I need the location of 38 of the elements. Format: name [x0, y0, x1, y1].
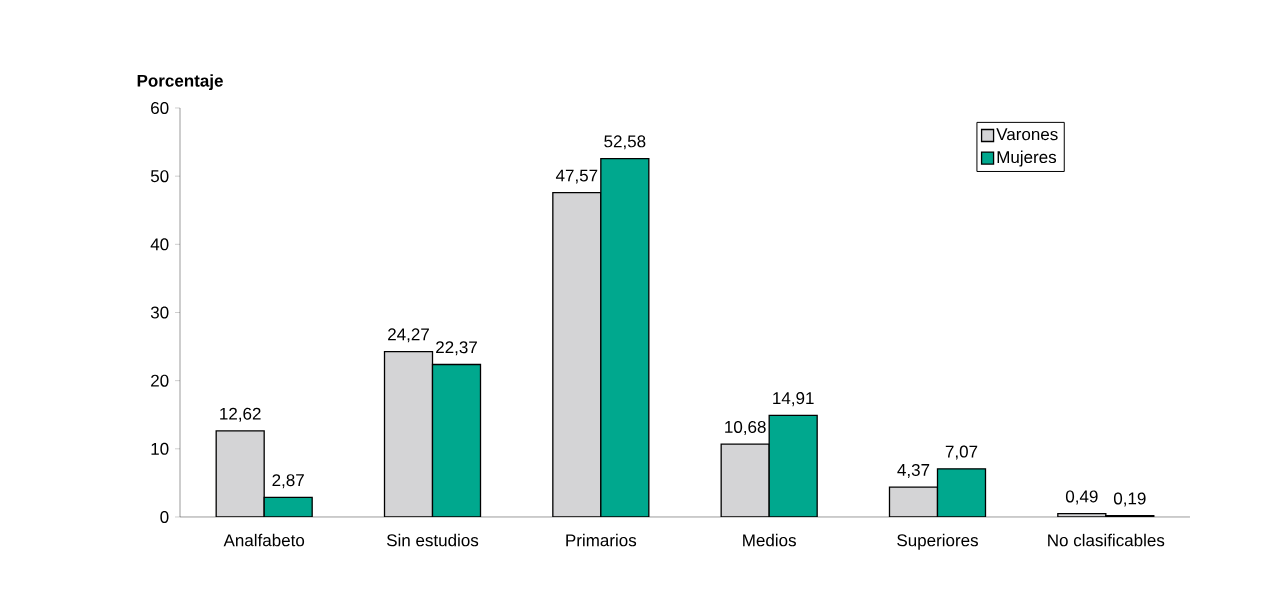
x-tick-label: Primarios	[566, 533, 637, 547]
x-tick-label: Analfabeto	[223, 533, 305, 547]
bar	[383, 350, 434, 517]
data-label: 0,49	[1065, 490, 1098, 505]
bar	[768, 414, 818, 517]
x-tick-label: Sin estudios	[386, 533, 479, 547]
data-label: 52,58	[604, 135, 646, 150]
bar	[552, 192, 602, 517]
y-tick-label: 20	[151, 374, 169, 387]
data-label: 22,37	[436, 341, 477, 356]
y-tick-label: 50	[150, 170, 169, 183]
x-tick-label: No clasificables	[1048, 533, 1165, 547]
bar	[600, 157, 650, 517]
y-axis-title: Porcentaje	[137, 74, 223, 91]
data-label: 47,57	[555, 169, 598, 184]
data-label: 14,91	[773, 392, 814, 407]
x-tick-label: Medios	[743, 533, 796, 547]
y-tick-label: 0	[160, 510, 169, 524]
data-label: 12,62	[220, 407, 261, 422]
data-label: 24,27	[388, 328, 429, 343]
data-label: 7,07	[945, 445, 978, 460]
bar	[263, 496, 313, 517]
bar	[936, 468, 987, 517]
data-label: 10,68	[725, 420, 766, 435]
data-label: 2,87	[272, 474, 304, 489]
x-tick-label: Superiores	[897, 533, 978, 550]
y-tick-label: 40	[150, 238, 169, 251]
legend-label: Mujeres	[997, 150, 1057, 167]
y-tick-label: 10	[151, 442, 169, 455]
bar	[431, 363, 482, 517]
data-label: 0,19	[1113, 492, 1146, 507]
bar	[720, 443, 770, 517]
legend-label: Varones	[996, 128, 1058, 141]
y-tick-label: 60	[151, 101, 169, 115]
bar	[215, 430, 265, 517]
y-tick-label: 30	[150, 306, 169, 319]
bar	[888, 486, 939, 517]
data-label: 4,37	[897, 463, 930, 478]
